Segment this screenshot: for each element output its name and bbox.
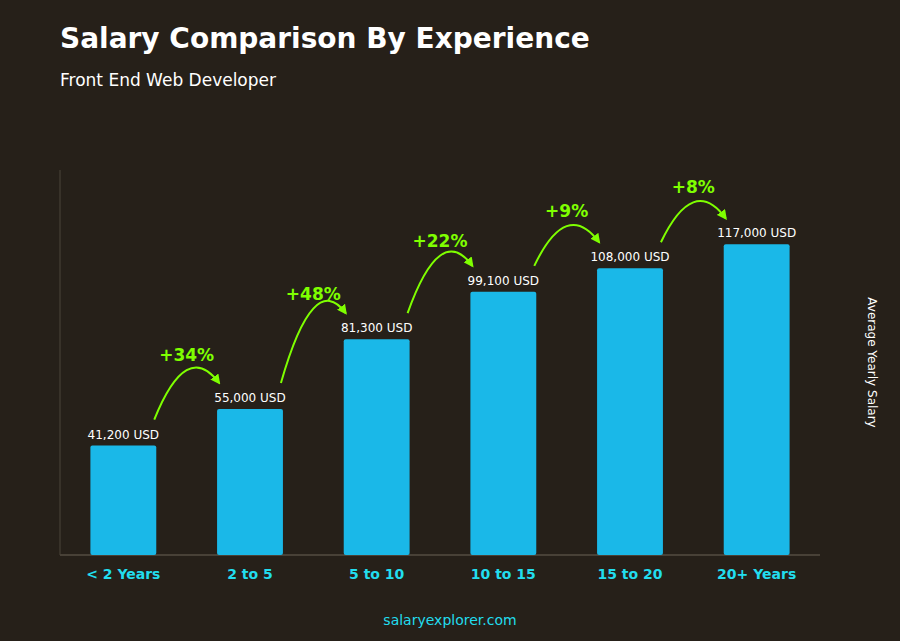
change-arrows — [154, 201, 725, 420]
source: salaryexplorer.com — [383, 612, 516, 628]
bar — [217, 409, 283, 555]
y-axis-label: Average Yearly Salary — [865, 297, 879, 427]
x-axis-line — [60, 555, 820, 556]
bar — [724, 244, 790, 555]
title: Salary Comparison By Experience — [60, 22, 590, 55]
change-label: +48% — [286, 284, 341, 304]
chart-svg: Salary Comparison By Experience Front End… — [0, 0, 900, 641]
change-arrow — [154, 367, 219, 419]
chart-root: Salary Comparison By Experience Front End… — [0, 0, 900, 641]
change-arrow — [534, 225, 599, 266]
category-label: 15 to 20 — [597, 566, 662, 582]
change-arrow — [661, 201, 726, 242]
data-label: 41,200 USD — [88, 428, 159, 442]
data-label: 99,100 USD — [468, 274, 539, 288]
background — [0, 0, 900, 641]
category-label: 2 to 5 — [227, 566, 273, 582]
bar — [470, 292, 536, 555]
change-label: +22% — [413, 231, 468, 251]
data-label: 81,300 USD — [341, 321, 412, 335]
change-arrow — [281, 301, 346, 383]
data-label: 108,000 USD — [590, 250, 669, 264]
bar — [90, 446, 156, 555]
change-label: +9% — [545, 201, 588, 221]
data-label: 55,000 USD — [214, 391, 285, 405]
data-label: 117,000 USD — [717, 226, 796, 240]
y-axis-line — [60, 170, 61, 555]
category-label: 5 to 10 — [349, 566, 405, 582]
bars — [90, 244, 789, 555]
category-label: < 2 Years — [86, 566, 160, 582]
bar — [597, 268, 663, 555]
change-arrow — [408, 252, 473, 314]
change-label: +8% — [672, 177, 715, 197]
category-label: 10 to 15 — [471, 566, 536, 582]
subtitle: Front End Web Developer — [60, 70, 276, 90]
category-label: 20+ Years — [717, 566, 796, 582]
bar — [344, 339, 410, 555]
change-label: +34% — [159, 345, 214, 365]
